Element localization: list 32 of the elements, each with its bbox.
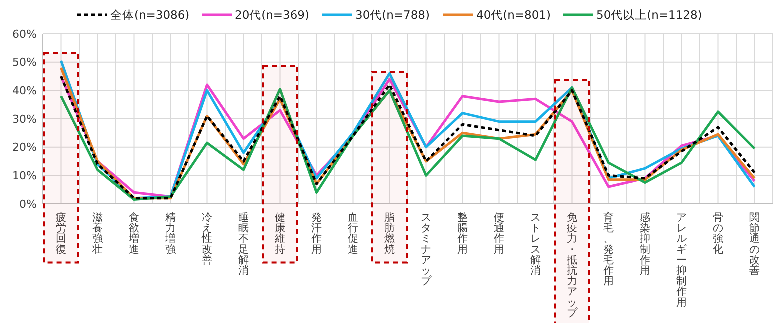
- x-tick-label: 健康維持: [274, 212, 286, 256]
- category-label: アレルギー抑制作用: [676, 212, 688, 309]
- x-tick-label: 便通作用: [492, 212, 505, 256]
- x-tick-label: 疲労回復: [56, 211, 67, 256]
- x-tick-label: 発汗作用: [310, 212, 322, 256]
- legend-label: 全体(n=3086): [110, 8, 190, 22]
- legend-label: 20代(n=369): [235, 8, 310, 22]
- x-tick-label: 整腸作用: [456, 212, 468, 256]
- y-tick-label: 20%: [12, 141, 37, 154]
- x-tick-label: 滋養強壮: [91, 212, 104, 256]
- y-tick-label: 30%: [12, 112, 37, 126]
- x-tick-label: 骨の強化: [712, 212, 724, 256]
- x-tick-label: 脂肪燃焼: [384, 212, 396, 256]
- y-tick-label: 40%: [12, 84, 37, 98]
- y-tick-label: 50%: [12, 56, 37, 70]
- y-tick-label: 0%: [20, 198, 37, 211]
- y-tick-label: 10%: [12, 170, 37, 183]
- y-tick-label: 60%: [12, 28, 37, 41]
- x-tick-label: 血行促進: [348, 212, 359, 256]
- x-tick-label: 精力増強: [164, 212, 176, 256]
- x-tick-label: 関節通の改善: [749, 212, 760, 277]
- category-label: 免疫力・抵抗力アップ: [566, 212, 578, 320]
- x-tick-label: ストレス解消: [530, 212, 542, 277]
- x-tick-label: 育毛、発毛作用: [602, 211, 614, 288]
- legend-label: 30代(n=788): [356, 8, 430, 22]
- legend-label: 50代以上(n=1128): [596, 8, 702, 22]
- x-tick-label: 睡眠不足解消: [238, 211, 250, 277]
- x-tick-label: 感染抑制作用: [638, 211, 651, 277]
- x-tick-label: 食欲増進: [128, 212, 140, 256]
- legend-label: 40代(n=801): [476, 8, 551, 22]
- x-tick-label: スタミナアップ: [420, 212, 433, 288]
- x-tick-label: 冷え性改善: [200, 212, 213, 266]
